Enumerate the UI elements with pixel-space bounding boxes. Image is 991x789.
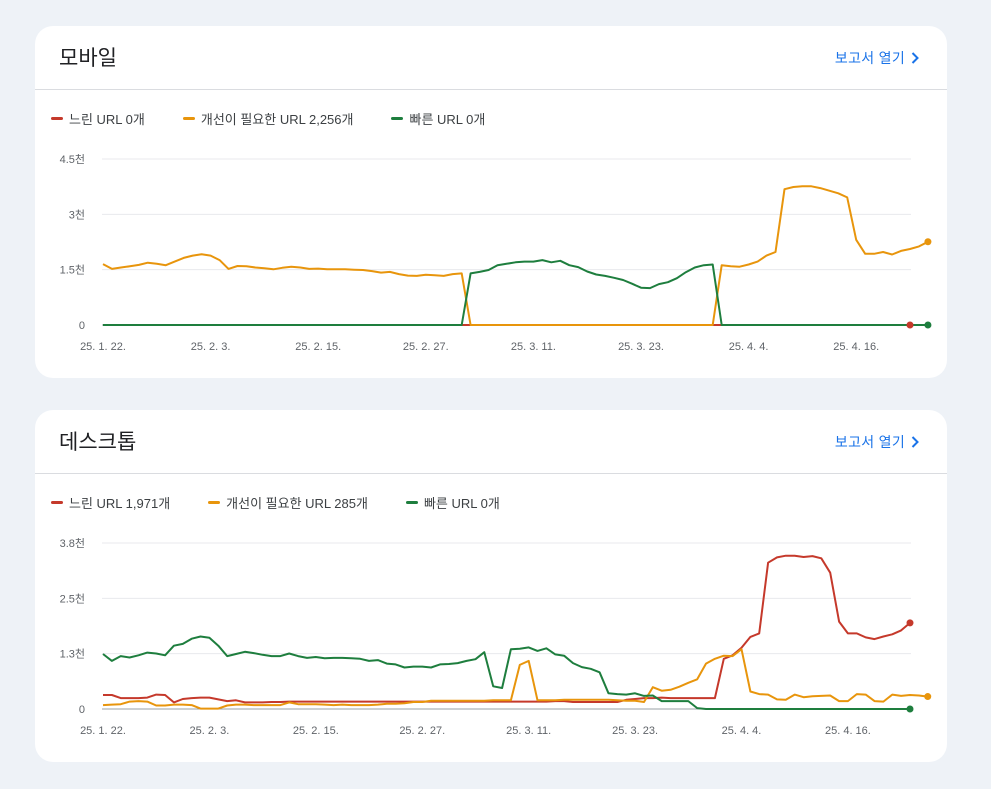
open-report-label: 보고서 열기 bbox=[834, 434, 905, 450]
legend-item-slow[interactable]: 느린 URL 0개 bbox=[51, 109, 145, 128]
legend-label: 개선이 필요한 URL 285개 bbox=[226, 496, 368, 511]
y-tick-label: 4.5천 bbox=[60, 152, 85, 166]
x-tick-label: 25. 2. 27. bbox=[403, 341, 449, 353]
series-endpoint-slow[interactable] bbox=[906, 619, 914, 627]
open-report-link[interactable]: 보고서 열기 bbox=[835, 432, 919, 452]
chevron-right-icon bbox=[911, 52, 919, 64]
chevron-right-icon bbox=[911, 436, 919, 448]
open-report-label: 보고서 열기 bbox=[834, 50, 905, 66]
series-line-slow[interactable] bbox=[103, 554, 911, 704]
x-tick-label: 25. 3. 11. bbox=[511, 341, 556, 353]
chart-legend: 느린 URL 1,971개 개선이 필요한 URL 285개 빠른 URL 0개 bbox=[51, 493, 538, 512]
legend-item-needs-improvement[interactable]: 개선이 필요한 URL 2,256개 bbox=[182, 109, 354, 128]
desktop-line-chart: 0 1.3천 2.5천 3.8천 25. 1. 22. 25. 2. 3. 25. 2. 1… bbox=[60, 536, 932, 737]
y-tick-label: 1.3천 bbox=[60, 647, 85, 661]
legend-label: 개선이 필요한 URL 2,256개 bbox=[200, 112, 354, 127]
x-tick-label: 25. 4. 4. bbox=[722, 725, 762, 737]
x-tick-label: 25. 4. 4. bbox=[729, 341, 769, 353]
chart-legend: 느린 URL 0개 개선이 필요한 URL 2,256개 빠른 URL 0개 bbox=[51, 109, 523, 128]
legend-item-needs-improvement[interactable]: 개선이 필요한 URL 285개 bbox=[208, 493, 368, 512]
legend-label: 빠른 URL 0개 bbox=[423, 496, 500, 511]
desktop-card: 데스크톱 보고서 열기 느린 URL 1,971개 개선이 필요한 URL 28… bbox=[35, 410, 947, 762]
legend-item-fast[interactable]: 빠른 URL 0개 bbox=[405, 493, 500, 512]
open-report-link[interactable]: 보고서 열기 bbox=[835, 48, 919, 68]
series-line-fast[interactable] bbox=[103, 259, 928, 326]
card-header: 데스크톱 보고서 열기 bbox=[35, 410, 947, 474]
x-tick-label: 25. 1. 22. bbox=[80, 725, 126, 737]
x-tick-label: 25. 2. 15. bbox=[295, 341, 341, 353]
x-tick-label: 25. 2. 27. bbox=[399, 725, 445, 737]
y-tick-label: 2.5천 bbox=[60, 591, 85, 605]
legend-swatch-slow bbox=[51, 117, 63, 120]
x-tick-label: 25. 2. 3. bbox=[190, 725, 230, 737]
x-tick-label: 25. 4. 16. bbox=[825, 725, 871, 737]
legend-label: 느린 URL 0개 bbox=[69, 112, 145, 127]
legend-swatch-needs-improvement bbox=[208, 501, 221, 504]
x-tick-label: 25. 3. 11. bbox=[506, 725, 551, 737]
legend-item-slow[interactable]: 느린 URL 1,971개 bbox=[51, 493, 170, 512]
legend-item-fast[interactable]: 빠른 URL 0개 bbox=[391, 109, 485, 128]
x-tick-label: 25. 2. 3. bbox=[191, 341, 231, 353]
x-tick-label: 25. 3. 23. bbox=[612, 725, 658, 737]
x-tick-label: 25. 4. 16. bbox=[833, 341, 879, 353]
series-line-needs_improvement[interactable] bbox=[102, 185, 929, 326]
card-header: 모바일 보고서 열기 bbox=[35, 26, 947, 90]
legend-label: 느린 URL 1,971개 bbox=[69, 496, 171, 511]
y-tick-label: 3천 bbox=[69, 207, 85, 221]
series-endpoint-fast[interactable] bbox=[906, 705, 914, 713]
mobile-line-chart: 0 1.5천 3천 4.5천 25. 1. 22. 25. 2. 3. 25. 2. 15.… bbox=[60, 152, 932, 353]
legend-swatch-fast bbox=[405, 501, 418, 504]
card-title: 모바일 bbox=[59, 47, 117, 70]
x-tick-label: 25. 3. 23. bbox=[618, 341, 664, 353]
y-tick-label: 1.5천 bbox=[60, 263, 85, 277]
card-title: 데스크톱 bbox=[59, 431, 137, 454]
series-endpoint-needs_improvement[interactable] bbox=[924, 693, 932, 701]
x-tick-label: 25. 1. 22. bbox=[80, 341, 126, 353]
legend-swatch-needs-improvement bbox=[182, 117, 195, 120]
y-tick-label: 0 bbox=[79, 704, 85, 716]
series-line-fast[interactable] bbox=[102, 635, 910, 710]
series-line-needs_improvement[interactable] bbox=[102, 648, 928, 710]
x-tick-label: 25. 2. 15. bbox=[293, 725, 339, 737]
y-tick-label: 3.8천 bbox=[60, 536, 85, 550]
legend-label: 빠른 URL 0개 bbox=[409, 112, 486, 127]
legend-swatch-slow bbox=[51, 501, 63, 504]
mobile-card: 모바일 보고서 열기 느린 URL 0개 개선이 필요한 URL 2,256개 … bbox=[35, 26, 947, 378]
series-endpoint-needs_improvement[interactable] bbox=[924, 238, 932, 246]
y-tick-label: 0 bbox=[79, 320, 85, 332]
series-endpoint-slow[interactable] bbox=[906, 321, 914, 329]
series-endpoint-fast[interactable] bbox=[924, 321, 932, 329]
legend-swatch-fast bbox=[391, 117, 404, 120]
